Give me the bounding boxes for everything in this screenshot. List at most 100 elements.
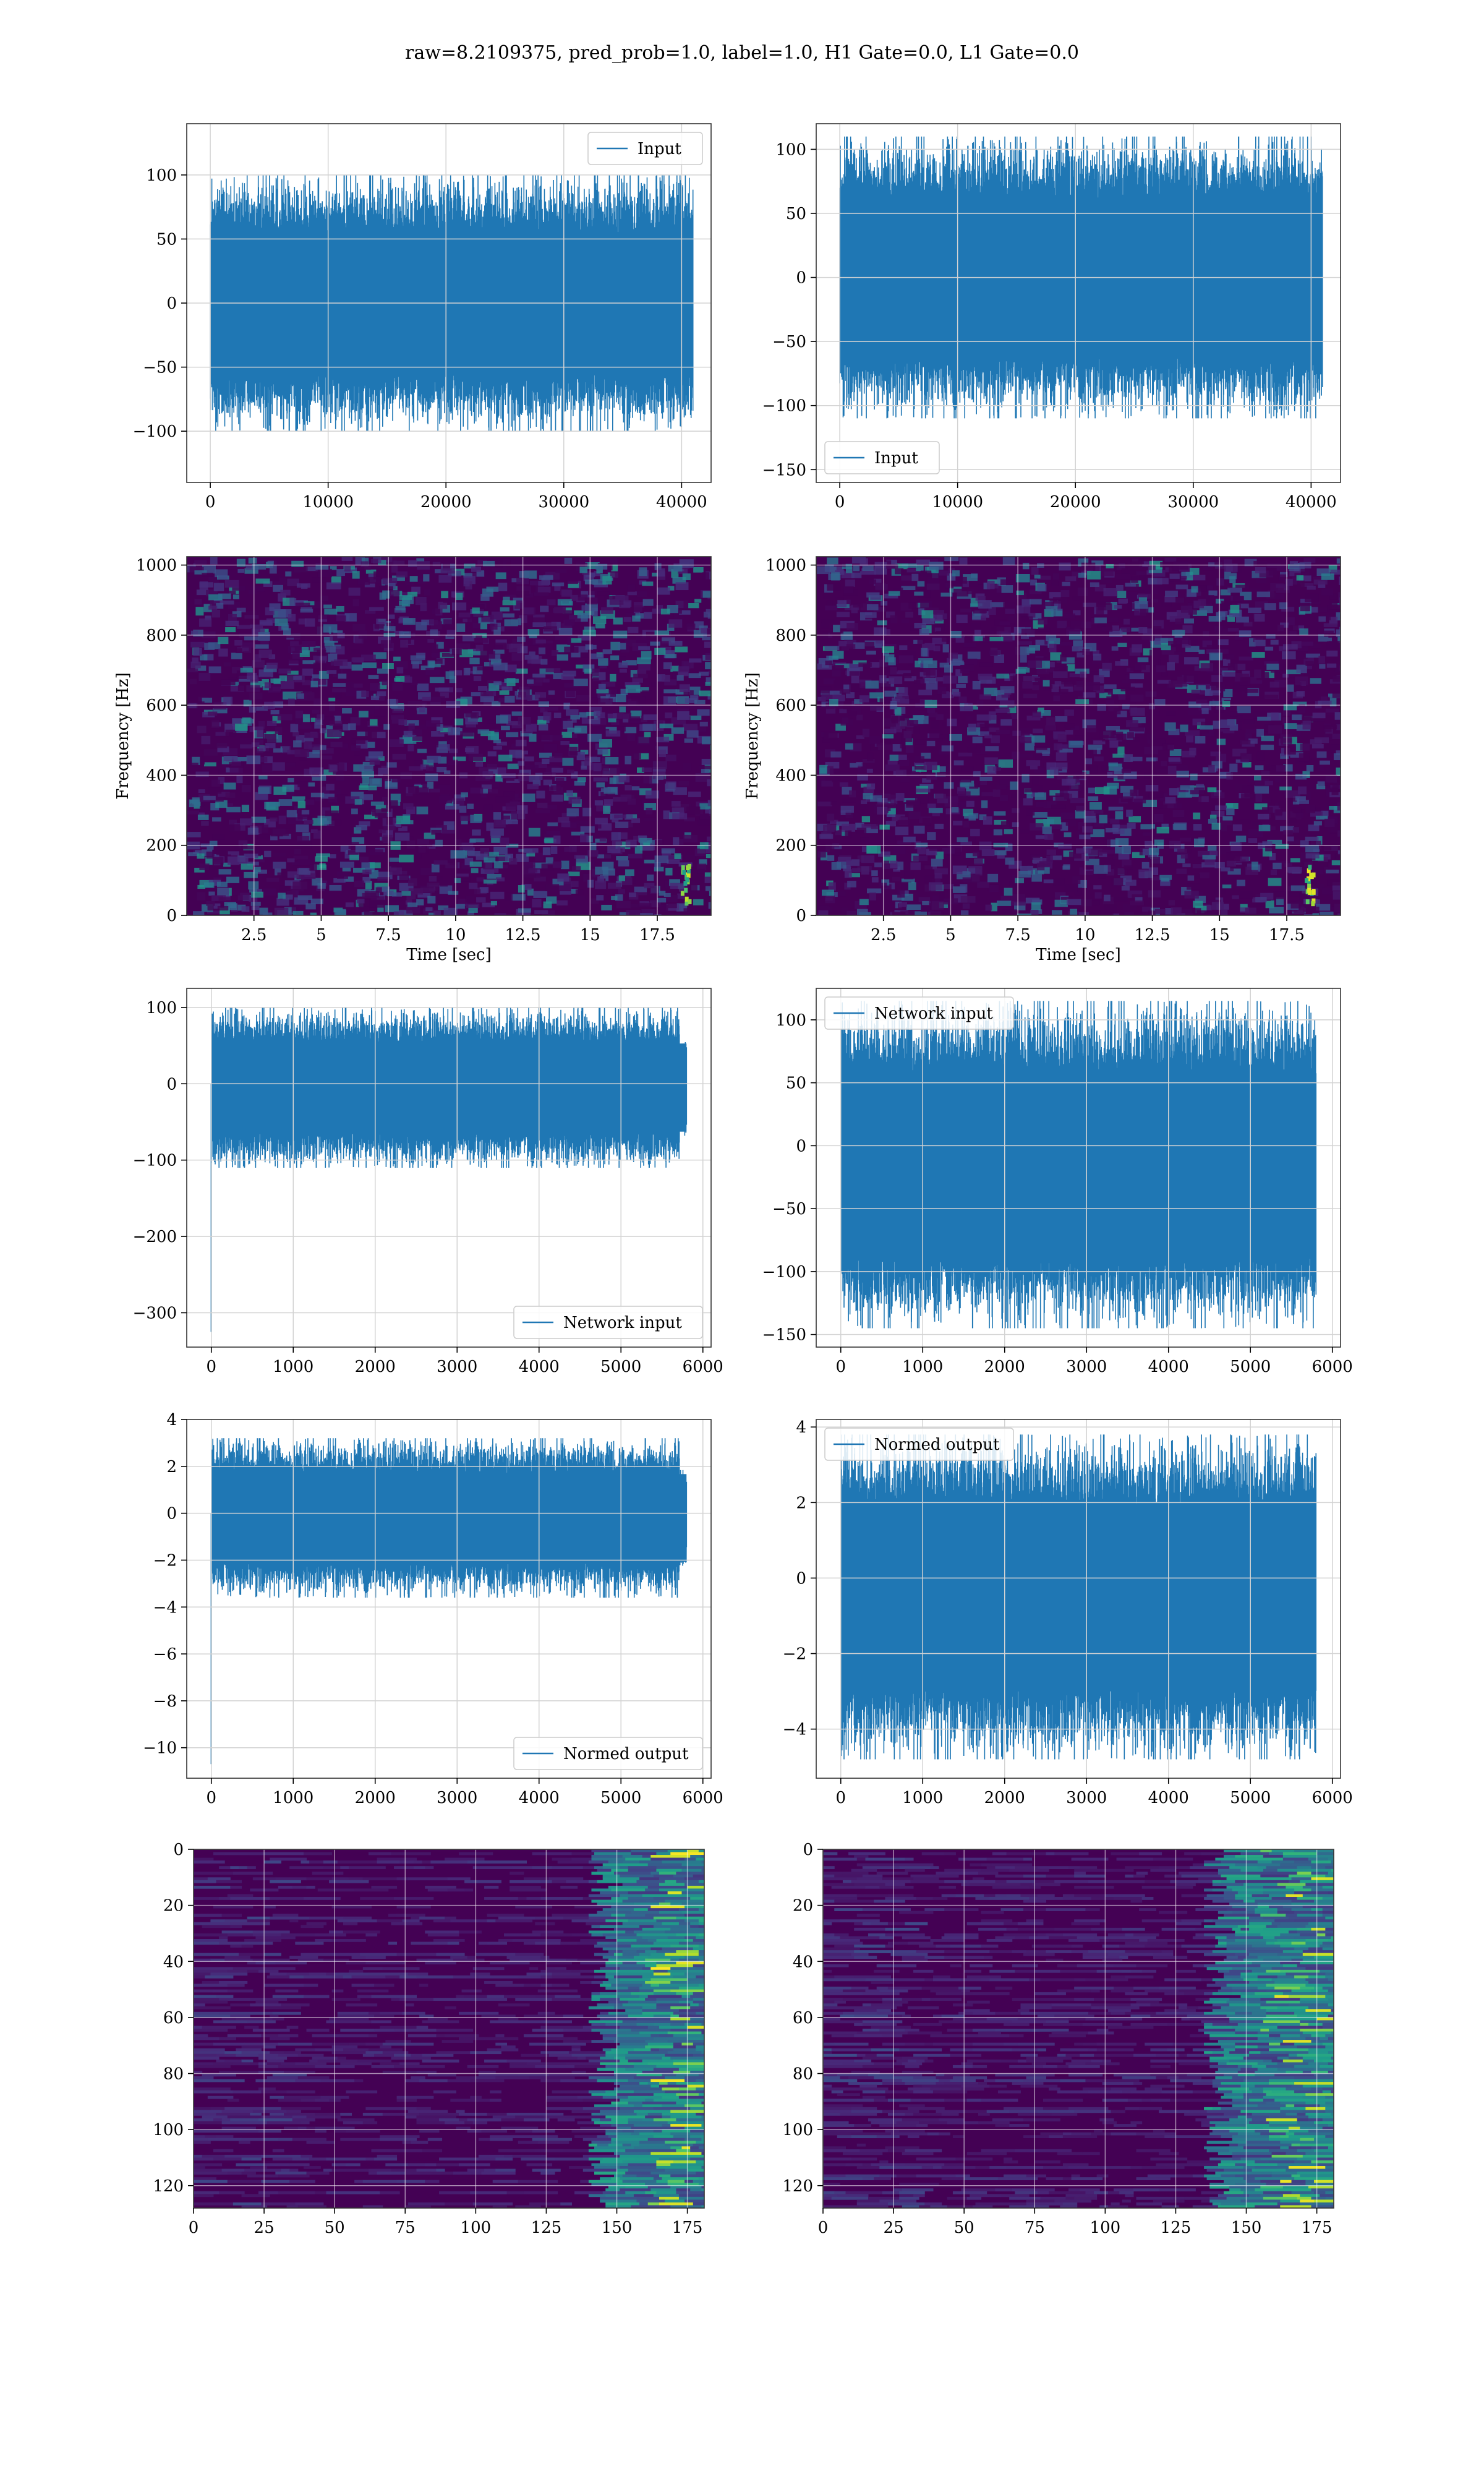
x-tick-label: 17.5 (639, 926, 675, 944)
x-tick-label: 75 (395, 2219, 416, 2237)
y-tick-label: 40 (793, 1953, 813, 1971)
signal-line (840, 1001, 1317, 1329)
axes-frame (816, 123, 1341, 483)
y-axis-label: Frequency [Hz] (114, 672, 132, 800)
y-tick-label: 100 (775, 140, 806, 159)
axes-frame (816, 1419, 1341, 1779)
y-tick-label: 400 (146, 766, 177, 785)
y-tick-label: 80 (793, 2065, 813, 2084)
grid (187, 1419, 711, 1778)
x-tick-label: 75 (1025, 2219, 1045, 2237)
y-tick-label: 0 (803, 1841, 813, 1859)
x-tick-label: 2000 (355, 1358, 396, 1376)
y-tick-label: 4 (796, 1418, 806, 1437)
x-tick-label: 25 (254, 2219, 275, 2237)
grid (187, 557, 711, 915)
x-tick-label: 50 (325, 2219, 345, 2237)
y-tick-label: 0 (173, 1841, 184, 1859)
x-tick-label: 125 (1161, 2219, 1192, 2237)
x-tick-label: 150 (602, 2219, 633, 2237)
axes-frame (193, 1849, 705, 2209)
y-tick-label: −200 (133, 1228, 177, 1246)
legend-label: Input (638, 140, 681, 158)
legend: Input (824, 441, 940, 474)
y-tick-label: 20 (793, 1897, 813, 1915)
x-tick-label: 5000 (600, 1358, 641, 1376)
heatmap-cells (817, 557, 1341, 915)
x-tick-label: 100 (1090, 2219, 1121, 2237)
x-tick-label: 1000 (902, 1789, 943, 1807)
y-tick-label: 1000 (136, 557, 177, 575)
y-tick-label: 800 (146, 627, 177, 645)
x-axis-label: Time [sec] (406, 946, 492, 964)
x-tick-label: 2000 (984, 1358, 1025, 1376)
x-tick-label: 2.5 (241, 926, 267, 944)
y-tick-label: −4 (153, 1598, 177, 1617)
x-axis-label: Time [sec] (1036, 946, 1121, 964)
y-tick-label: 4 (166, 1411, 177, 1429)
y-tick-label: −50 (772, 1200, 806, 1218)
subplot-4: 2.5 5 7.5 10 12.5 15 17.5 0 200 400 600 800 1000 Time… (743, 556, 1341, 964)
y-tick-label: 2 (796, 1494, 806, 1512)
y-tick-label: −50 (772, 333, 806, 351)
x-tick-label: 12.5 (505, 926, 541, 944)
x-tick-label: 40000 (656, 493, 707, 511)
y-tick-label: −2 (153, 1551, 177, 1570)
y-tick-label: 0 (166, 907, 177, 925)
grid (823, 1849, 1334, 2208)
y-tick-label: 120 (153, 2177, 184, 2196)
heatmap-cells (823, 1849, 1334, 2208)
y-tick-label: 100 (775, 1011, 806, 1030)
y-tick-label: 800 (775, 627, 806, 645)
axes-frame (822, 1849, 1334, 2209)
x-tick-label: 0 (205, 493, 216, 511)
subplot-10: 0 25 50 75 100 125 150 175 0 20 40 60 80 100 120 (782, 1841, 1334, 2237)
y-tick-label: 0 (796, 269, 806, 288)
y-tick-label: 0 (166, 1075, 177, 1094)
x-tick-label: 15 (580, 926, 600, 944)
grid (816, 124, 1341, 482)
x-tick-label: 6000 (1312, 1358, 1353, 1376)
signal-line (211, 1007, 688, 1168)
y-tick-label: 0 (796, 1569, 806, 1588)
y-tick-label: 0 (796, 1137, 806, 1155)
subplot-5: 0 1000 2000 3000 4000 5000 6000 −300 −200 −100 0 10… (133, 988, 723, 1376)
grid (816, 557, 1341, 915)
legend: Normed output (513, 1737, 703, 1770)
x-tick-label: 4000 (1148, 1358, 1189, 1376)
y-tick-label: 100 (782, 2121, 813, 2139)
y-tick-label: 600 (775, 696, 806, 715)
figure-title: raw=8.2109375, pred_prob=1.0, label=1.0,… (405, 42, 1079, 64)
x-tick-label: 12.5 (1135, 926, 1171, 944)
legend-label: Network input (874, 1004, 993, 1023)
y-tick-label: 200 (146, 837, 177, 855)
legend-label: Network input (563, 1314, 682, 1332)
x-tick-label: 1000 (902, 1358, 943, 1376)
x-tick-label: 175 (672, 2219, 703, 2237)
x-tick-label: 0 (835, 1789, 846, 1807)
y-tick-label: 0 (166, 294, 177, 313)
x-tick-label: 3000 (1066, 1358, 1107, 1376)
x-tick-label: 2000 (355, 1789, 396, 1807)
x-tick-label: 30000 (538, 493, 589, 511)
x-tick-label: 15 (1209, 926, 1230, 944)
y-tick-label: −150 (762, 461, 806, 479)
axes-frame (186, 988, 712, 1348)
y-tick-label: 50 (786, 205, 806, 223)
legend: Network input (824, 996, 1014, 1030)
legend: Input (587, 132, 703, 165)
subplot-7: 0 1000 2000 3000 4000 5000 6000 −10 −8 −6 −4 −2 0 2 4 N… (143, 1411, 723, 1807)
legend: Network input (513, 1306, 703, 1339)
x-tick-label: 6000 (683, 1358, 723, 1376)
x-tick-label: 5 (945, 926, 956, 944)
y-tick-label: −100 (762, 1263, 806, 1282)
y-tick-label: −8 (153, 1692, 177, 1711)
subplot-1: 0 10000 20000 30000 40000 −100 −50 0 50 100 Input (133, 123, 712, 511)
x-tick-label: 100 (461, 2219, 492, 2237)
y-tick-label: −150 (762, 1326, 806, 1345)
legend-label: Input (874, 449, 918, 468)
y-tick-label: −4 (783, 1721, 806, 1739)
subplot-3: 2.5 5 7.5 10 12.5 15 17.5 0 200 400 600 800 1000 Time… (114, 556, 712, 964)
axes-frame (816, 556, 1341, 916)
heatmap-cells (194, 1849, 704, 2208)
